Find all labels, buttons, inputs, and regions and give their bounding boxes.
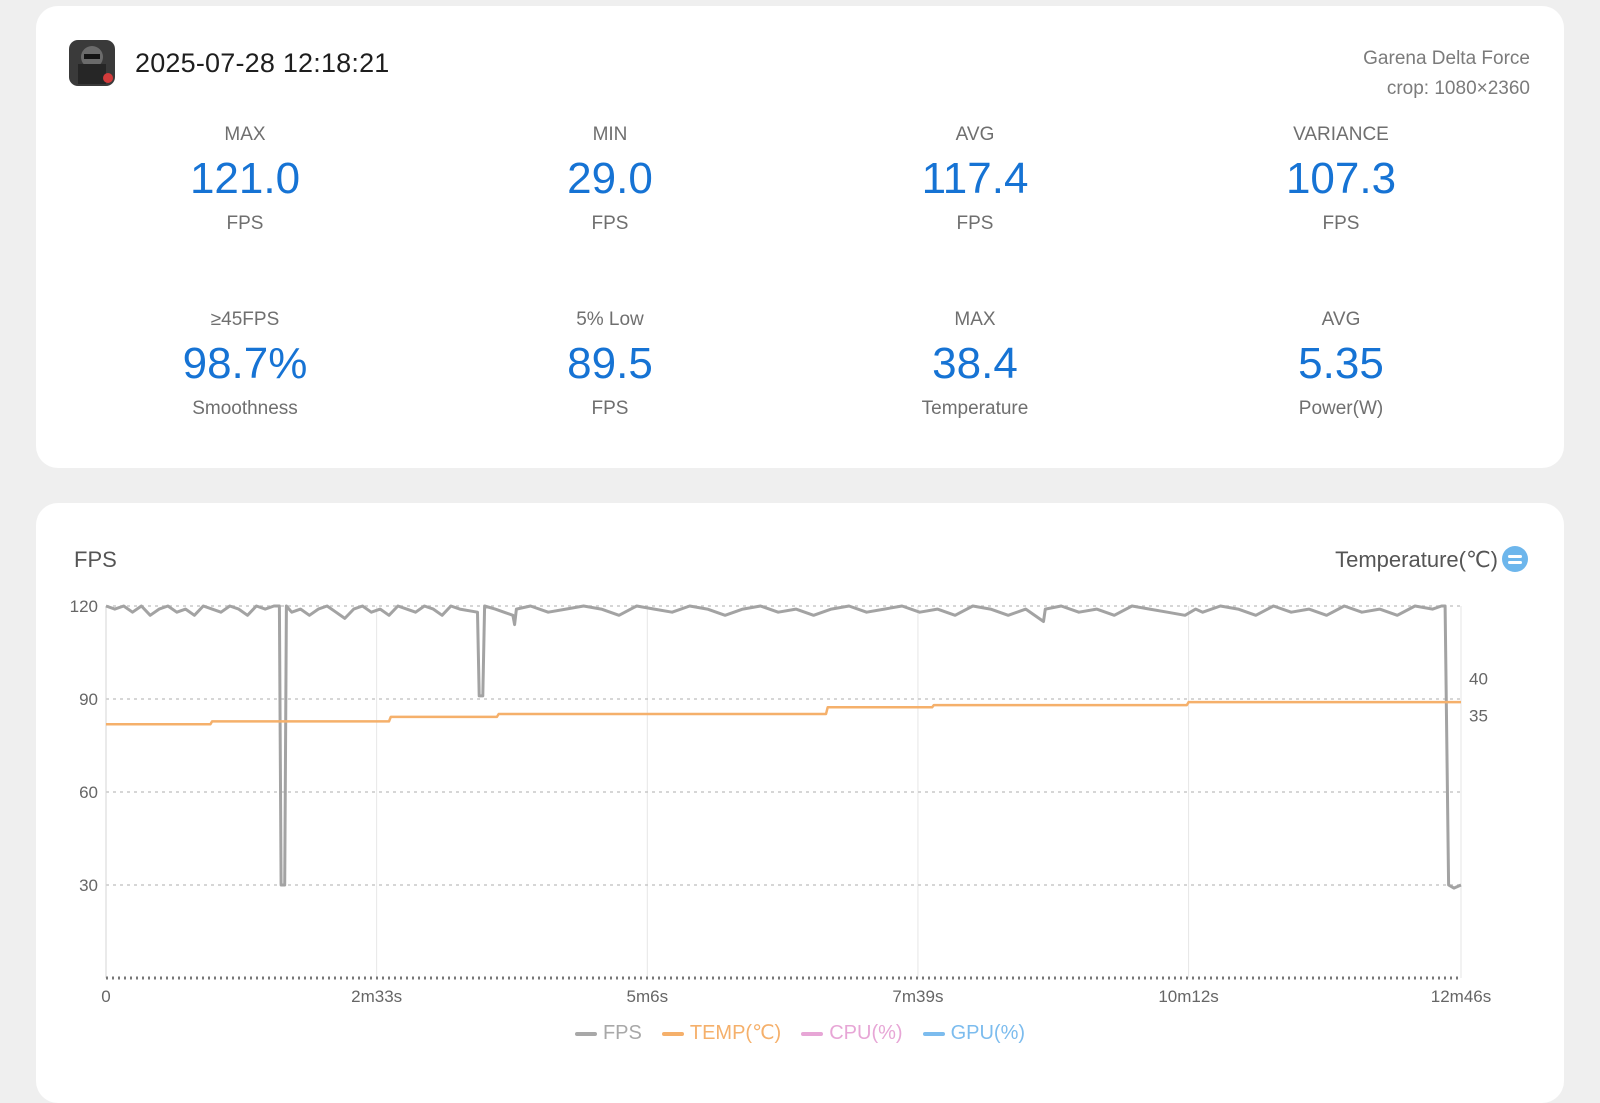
- x-tick-label: 7m39s: [892, 987, 943, 1006]
- chart-card: FPS Temperature(℃) 30 60 90 120 0 2m33s 5m6s 7m…: [36, 503, 1564, 1103]
- x-tick-label: 0: [101, 987, 110, 1006]
- stat-unit: FPS: [591, 398, 629, 419]
- stat-value: 117.4: [921, 154, 1029, 203]
- fps-temperature-chart: 30 60 90 120 0 2m33s 5m6s 7m39s 10m12s 12m46s 35 40: [70, 597, 1492, 1006]
- stat-label: AVG: [955, 124, 995, 145]
- crop-resolution: crop: 1080×2360: [1386, 78, 1530, 99]
- legend-item[interactable]: FPS: [574, 1022, 642, 1045]
- legend-label: FPS: [602, 1022, 642, 1044]
- y-tick-label: 120: [70, 597, 98, 616]
- chart-legend: FPS TEMP(℃) CPU(%) GPU(%): [36, 1020, 1564, 1045]
- fps-axis-title: FPS: [74, 547, 117, 572]
- stat-value: 121.0: [189, 154, 301, 203]
- stat-unit: FPS: [1322, 213, 1360, 234]
- delta-force-app-icon[interactable]: [69, 40, 115, 86]
- stat-value: 38.4: [932, 339, 1018, 388]
- stat-unit: FPS: [591, 213, 629, 234]
- stat-label: MAX: [954, 309, 996, 330]
- stat-unit: Smoothness: [192, 398, 298, 419]
- stat-label: MAX: [224, 124, 266, 145]
- right-y-tick-label: 35: [1469, 706, 1488, 725]
- right-y-tick-label: 40: [1469, 669, 1488, 688]
- legend-swatch: [574, 1031, 597, 1036]
- summary-card: 2025-07-28 12:18:21 Garena Delta Force c…: [36, 6, 1564, 468]
- game-name: Garena Delta Force: [1363, 48, 1530, 69]
- legend-swatch: [661, 1031, 684, 1036]
- stat-unit: Temperature: [921, 398, 1029, 419]
- legend-item[interactable]: TEMP(℃): [661, 1020, 782, 1045]
- legend-label: CPU(%): [829, 1022, 903, 1044]
- stat-value: 98.7%: [182, 339, 308, 388]
- y-tick-label: 30: [79, 876, 98, 895]
- stat-label: MIN: [592, 124, 628, 145]
- swap-axis-icon[interactable]: [1502, 546, 1528, 572]
- stat-label: AVG: [1321, 309, 1361, 330]
- stat-min-fps: MIN 29.0 FPS: [460, 124, 760, 235]
- stat-value: 29.0: [567, 154, 653, 203]
- x-tick-label: 2m33s: [351, 987, 402, 1006]
- legend-swatch: [922, 1031, 945, 1036]
- session-timestamp: 2025-07-28 12:18:21: [135, 48, 390, 78]
- game-info: Garena Delta Force crop: 1080×2360: [1363, 44, 1530, 104]
- temperature-axis-title: Temperature(℃): [1335, 547, 1498, 572]
- stat-unit: FPS: [226, 213, 264, 234]
- stat-max-temperature: MAX 38.4 Temperature: [825, 309, 1125, 420]
- stat-unit: FPS: [956, 213, 994, 234]
- stat-avg-power: AVG 5.35 Power(W): [1191, 309, 1491, 420]
- stat-label: 5% Low: [576, 309, 644, 330]
- stat-label: VARIANCE: [1293, 124, 1389, 145]
- stat-label: ≥45FPS: [210, 309, 280, 330]
- stat-max-fps: MAX 121.0 FPS: [95, 124, 395, 235]
- x-tick-label: 10m12s: [1158, 987, 1218, 1006]
- legend-label: TEMP(℃): [689, 1022, 782, 1044]
- x-tick-label: 5m6s: [627, 987, 669, 1006]
- stat-variance-fps: VARIANCE 107.3 FPS: [1191, 124, 1491, 235]
- stat-unit: Power(W): [1298, 398, 1384, 419]
- legend-swatch: [801, 1031, 824, 1036]
- stat-avg-fps: AVG 117.4 FPS: [825, 124, 1125, 235]
- legend-item[interactable]: CPU(%): [801, 1022, 903, 1045]
- stat-value: 5.35: [1298, 339, 1384, 388]
- fps-series-line: [105, 604, 1462, 890]
- stat-5pct-low: 5% Low 89.5 FPS: [460, 309, 760, 420]
- legend-item[interactable]: GPU(%): [922, 1022, 1026, 1045]
- legend-label: GPU(%): [950, 1022, 1026, 1044]
- stat-value: 89.5: [567, 339, 653, 388]
- y-tick-label: 90: [79, 690, 98, 709]
- x-tick-label: 12m46s: [1431, 987, 1491, 1006]
- stat-value: 107.3: [1285, 154, 1397, 203]
- stat-smoothness: ≥45FPS 98.7% Smoothness: [95, 309, 395, 420]
- y-tick-label: 60: [79, 783, 98, 802]
- temperature-series-line: [106, 700, 1461, 726]
